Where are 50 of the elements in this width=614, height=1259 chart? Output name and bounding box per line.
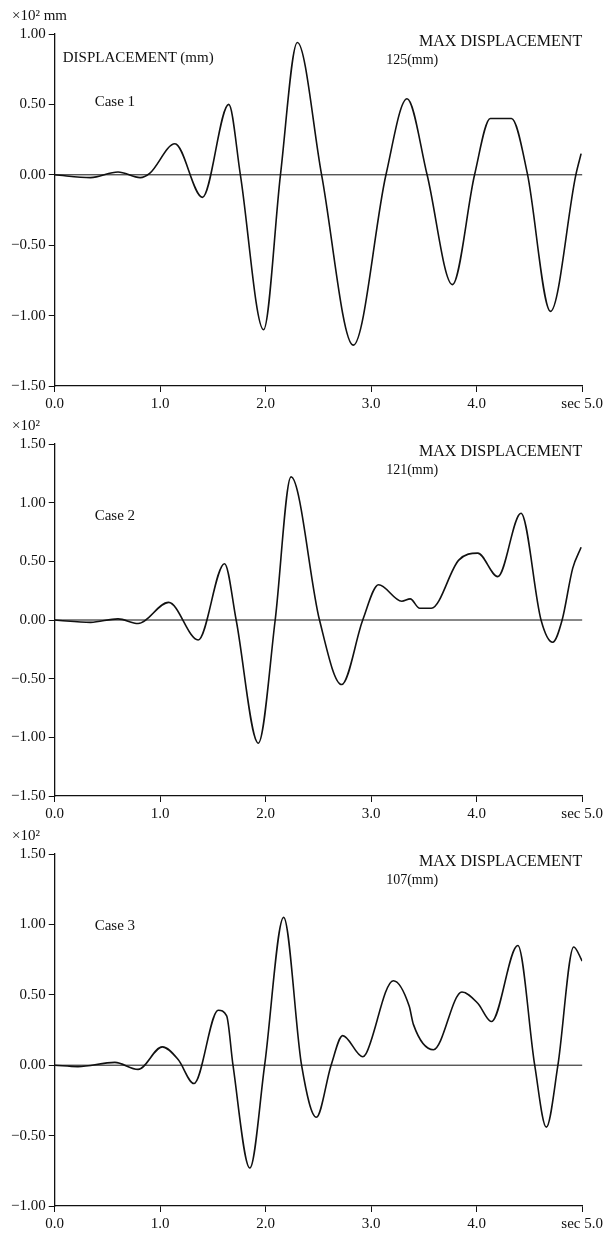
annotation: MAX DISPLACEMENT	[419, 442, 583, 459]
y-tick-label: 0.50	[19, 552, 46, 569]
x-tick-label: 4.0	[467, 394, 487, 411]
y-tick-label: −1.00	[10, 728, 46, 745]
y-tick-label: −1.00	[10, 1196, 46, 1213]
x-tick-label: 3.0	[361, 1214, 381, 1231]
annotation: 121(mm)	[386, 462, 439, 478]
x-tick-label: sec 5.0	[561, 1214, 603, 1231]
x-tick-label: 1.0	[150, 804, 170, 821]
y-tick-label: −0.50	[10, 1126, 46, 1143]
text: Case 3	[94, 917, 136, 933]
x-tick-label: 4.0	[467, 1214, 487, 1231]
annotation: MAX DISPLACEMENT	[419, 32, 583, 49]
y-tick-label: 0.50	[19, 95, 46, 112]
x-tick-label: 1.0	[150, 394, 170, 411]
y-tick-label: −0.50	[10, 669, 46, 686]
x-tick-label: sec 5.0	[561, 394, 603, 411]
x-tick-label: 1.0	[150, 1214, 170, 1231]
annotation: 125(mm)	[386, 52, 439, 68]
x-tick-label: 2.0	[256, 1214, 276, 1231]
y-tick-label: 1.50	[19, 844, 46, 861]
y-tick-label: −1.00	[10, 306, 46, 323]
x-tick-label: 4.0	[467, 804, 487, 821]
text: DISPLACEMENT (mm)	[62, 49, 214, 66]
text: Case 1	[94, 93, 136, 109]
y-tick-label: 1.00	[19, 493, 46, 510]
y-tick-label: 1.00	[19, 24, 46, 41]
y-tick-label: 0.00	[19, 1056, 46, 1073]
y-tick-label: 0.00	[19, 610, 46, 627]
y-axis-title: ×10²	[12, 827, 41, 843]
y-tick-label: −1.50	[10, 376, 46, 393]
x-tick-label: 0.0	[45, 394, 65, 411]
y-axis-title: ×10²	[12, 417, 41, 433]
x-tick-label: 2.0	[256, 804, 276, 821]
x-tick-label: 0.0	[45, 1214, 65, 1231]
x-tick-label: 3.0	[361, 394, 381, 411]
y-axis-title: ×10² mm	[12, 7, 68, 23]
x-tick-label: 0.0	[45, 804, 65, 821]
x-tick-label: 3.0	[361, 804, 381, 821]
text: Case 2	[94, 507, 136, 523]
y-tick-label: 0.00	[19, 165, 46, 182]
y-tick-label: −0.50	[10, 236, 46, 253]
y-tick-label: 0.50	[19, 985, 46, 1002]
annotation: 107(mm)	[386, 872, 439, 888]
x-tick-label: sec 5.0	[561, 804, 603, 821]
y-tick-label: 1.00	[19, 915, 46, 932]
annotation: MAX DISPLACEMENT	[419, 852, 583, 869]
y-tick-label: 1.50	[19, 434, 46, 451]
y-tick-label: −1.50	[10, 786, 46, 803]
x-tick-label: 2.0	[256, 394, 276, 411]
